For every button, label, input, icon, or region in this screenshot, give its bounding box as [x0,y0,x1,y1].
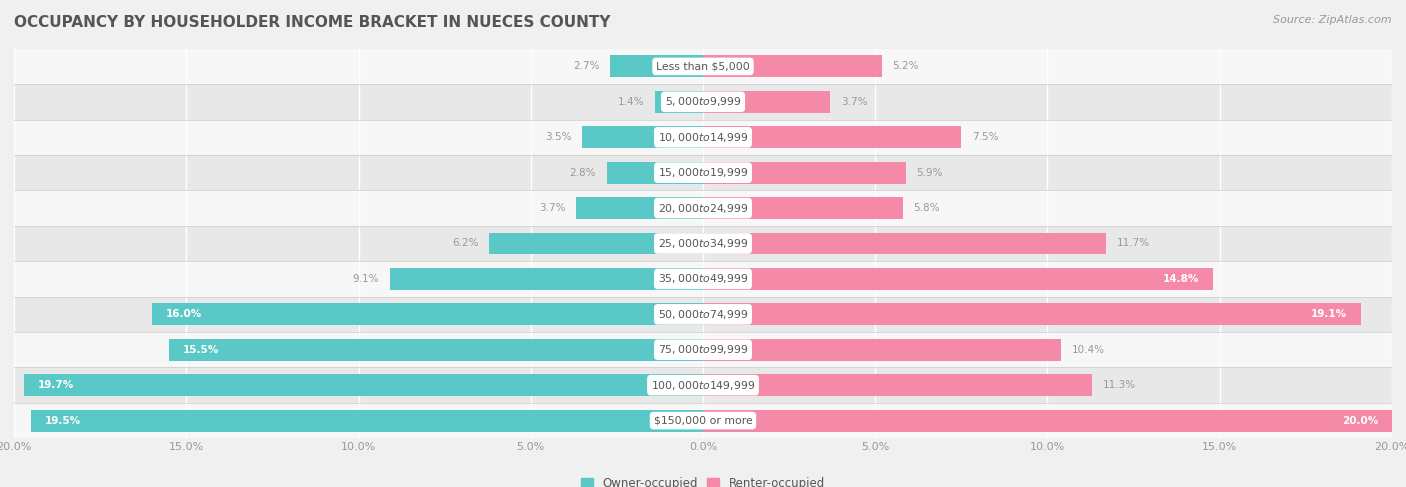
Text: Less than $5,000: Less than $5,000 [657,61,749,72]
Bar [703,126,962,148]
Bar [703,410,1392,431]
Bar [703,303,1361,325]
Text: 20.0%: 20.0% [1341,415,1378,426]
Bar [703,56,882,77]
Bar [14,261,1392,297]
Bar [14,226,1392,261]
Text: 2.7%: 2.7% [574,61,599,72]
Text: 1.4%: 1.4% [619,97,644,107]
Text: 6.2%: 6.2% [453,239,479,248]
Text: 15.5%: 15.5% [183,345,219,355]
Bar [655,91,703,113]
Legend: Owner-occupied, Renter-occupied: Owner-occupied, Renter-occupied [576,472,830,487]
Text: 19.7%: 19.7% [38,380,75,390]
Text: $20,000 to $24,999: $20,000 to $24,999 [658,202,748,215]
Text: OCCUPANCY BY HOUSEHOLDER INCOME BRACKET IN NUECES COUNTY: OCCUPANCY BY HOUSEHOLDER INCOME BRACKET … [14,15,610,30]
Text: 11.3%: 11.3% [1102,380,1136,390]
Bar [703,197,903,219]
Bar [703,374,1092,396]
Text: 10.4%: 10.4% [1071,345,1105,355]
Bar [152,303,703,325]
Text: 9.1%: 9.1% [353,274,380,284]
Bar [14,297,1392,332]
Text: 2.8%: 2.8% [569,168,596,178]
Text: $5,000 to $9,999: $5,000 to $9,999 [665,95,741,108]
Text: 5.2%: 5.2% [893,61,920,72]
Bar [169,339,703,361]
Text: $35,000 to $49,999: $35,000 to $49,999 [658,272,748,285]
Text: 19.1%: 19.1% [1310,309,1347,319]
Text: 3.7%: 3.7% [538,203,565,213]
Bar [14,332,1392,368]
Bar [489,232,703,255]
Text: 3.5%: 3.5% [546,132,572,142]
Text: 19.5%: 19.5% [45,415,82,426]
Bar [582,126,703,148]
Bar [703,91,831,113]
Text: 3.7%: 3.7% [841,97,868,107]
Text: $100,000 to $149,999: $100,000 to $149,999 [651,379,755,392]
Bar [14,155,1392,190]
Text: 5.9%: 5.9% [917,168,943,178]
Bar [606,162,703,184]
Bar [14,368,1392,403]
Text: 14.8%: 14.8% [1163,274,1199,284]
Bar [389,268,703,290]
Bar [703,232,1107,255]
Text: $15,000 to $19,999: $15,000 to $19,999 [658,166,748,179]
Bar [703,162,907,184]
Bar [14,403,1392,438]
Text: Source: ZipAtlas.com: Source: ZipAtlas.com [1274,15,1392,25]
Text: 7.5%: 7.5% [972,132,998,142]
Text: $75,000 to $99,999: $75,000 to $99,999 [658,343,748,356]
Text: $50,000 to $74,999: $50,000 to $74,999 [658,308,748,321]
Bar [14,190,1392,226]
Text: 11.7%: 11.7% [1116,239,1150,248]
Bar [703,268,1213,290]
Bar [14,49,1392,84]
Text: 16.0%: 16.0% [166,309,202,319]
Bar [575,197,703,219]
Bar [14,84,1392,119]
Bar [31,410,703,431]
Bar [24,374,703,396]
Text: $25,000 to $34,999: $25,000 to $34,999 [658,237,748,250]
Bar [703,339,1062,361]
Text: $150,000 or more: $150,000 or more [654,415,752,426]
Bar [14,119,1392,155]
Text: 5.8%: 5.8% [912,203,939,213]
Bar [610,56,703,77]
Text: $10,000 to $14,999: $10,000 to $14,999 [658,131,748,144]
